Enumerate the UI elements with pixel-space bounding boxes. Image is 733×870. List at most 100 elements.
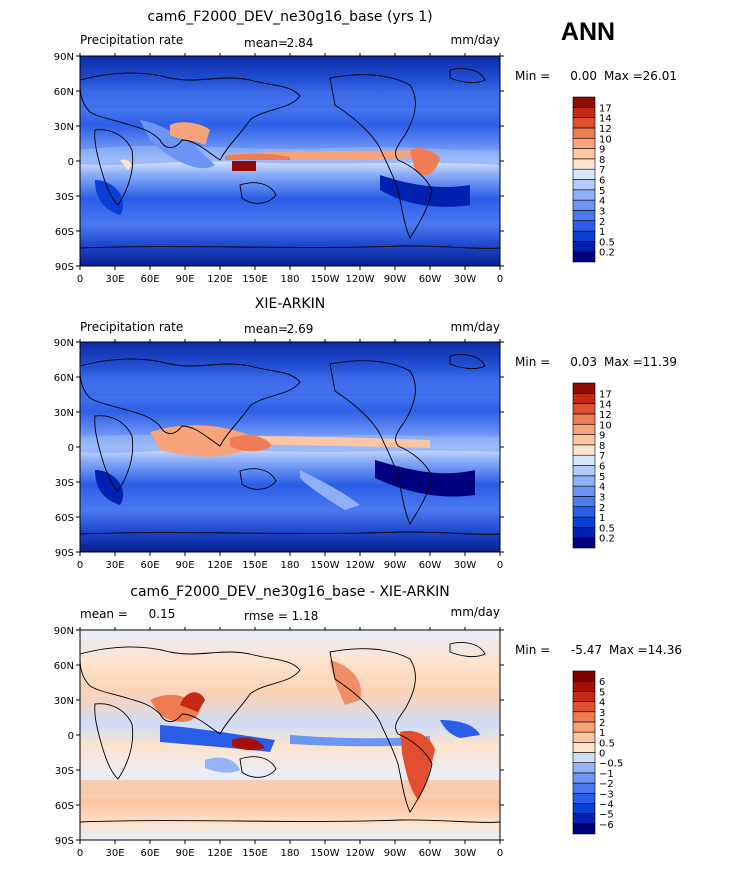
units-label: mm/day	[451, 320, 501, 334]
max-label: Max =	[609, 643, 648, 657]
y-ticks: 90N 60N 30N 0 30S 60S 90S	[54, 338, 504, 559]
x-tick-label: 150W	[311, 848, 340, 859]
colorbar-label: 4	[599, 698, 605, 709]
colorbar-swatch	[572, 444, 596, 456]
y-tick-label: 30N	[54, 408, 74, 419]
colorbar-label: 5	[599, 687, 605, 698]
colorbar-swatch	[572, 251, 596, 263]
colorbar-swatch	[572, 413, 596, 425]
colorbar-label: 0.2	[599, 248, 615, 259]
panel-title: XIE-ARKIN	[255, 296, 325, 312]
colorbar-swatch	[572, 485, 596, 497]
max-value: 14.36	[648, 643, 682, 657]
x-tick-label: 180	[280, 560, 299, 571]
colorbar-swatch	[572, 516, 596, 528]
x-tick-label: 90E	[175, 848, 194, 859]
y-tick-label: 90S	[55, 836, 74, 847]
colorbar-swatch	[572, 752, 596, 763]
colorbar-label: 0.2	[599, 534, 615, 545]
colorbar-label: −5	[599, 810, 614, 821]
x-tick-label: 120E	[207, 274, 232, 285]
y-tick-label: 90S	[55, 548, 74, 559]
colorbar-label: 2	[599, 217, 605, 228]
colorbar-label: 3	[599, 206, 605, 217]
colorbar-swatch	[572, 823, 596, 835]
colorbar-swatch	[572, 199, 596, 211]
x-tick-label: 60W	[419, 848, 442, 859]
colorbar-swatch	[572, 220, 596, 232]
colorbar-label: 4	[599, 196, 605, 207]
colorbar-swatch	[572, 721, 596, 733]
variable-label: Precipitation rate	[80, 320, 183, 334]
y-tick-label: 30N	[54, 122, 74, 133]
colorbar-swatch	[572, 803, 596, 814]
x-tick-label: 0	[77, 848, 83, 859]
colorbar-swatch	[572, 691, 596, 702]
colorbar-swatch	[572, 731, 596, 743]
x-tick-label: 120E	[207, 560, 232, 571]
colorbar-swatch	[572, 465, 596, 477]
panel-title: cam6_F2000_DEV_ne30g16_base (yrs 1)	[147, 9, 432, 25]
colorbar-label: 3	[599, 708, 605, 719]
colorbar-label: 14	[599, 114, 612, 125]
min-value: 0.03	[570, 355, 597, 369]
x-tick-label: 120E	[207, 848, 232, 859]
y-tick-label: 30N	[54, 696, 74, 707]
x-tick-label: 30W	[454, 848, 477, 859]
colorbar-swatch	[572, 701, 596, 713]
colorbar-swatch	[572, 454, 596, 466]
colorbar-label: 12	[599, 410, 612, 421]
x-tick-label: 150E	[242, 274, 267, 285]
y-tick-label: 0	[68, 157, 74, 168]
colorbar-swatch	[572, 792, 596, 804]
colorbar-swatch	[572, 496, 596, 508]
x-tick-label: 120W	[346, 848, 375, 859]
y-tick-label: 0	[68, 731, 74, 742]
colorbar-label: −3	[599, 789, 614, 800]
colorbar-swatch	[572, 527, 596, 538]
y-tick-label: 90N	[54, 626, 74, 637]
y-tick-label: 90N	[54, 338, 74, 349]
colorbar-swatch	[572, 423, 596, 435]
colorbar-label: 1	[599, 227, 605, 238]
colorbar-label: 0.5	[599, 237, 615, 248]
colorbar-label: 8	[599, 441, 605, 452]
x-tick-label: 90W	[384, 848, 407, 859]
min-value: -5.47	[571, 643, 602, 657]
colorbar-swatch	[572, 96, 596, 108]
min-label: Min =	[515, 355, 550, 369]
season-label: ANN	[561, 18, 615, 46]
x-tick-label: 90E	[175, 560, 194, 571]
x-tick-label: 150W	[311, 274, 340, 285]
x-ticks: 0 30E 60E 90E 120E 150E 180 150W 120W 90W 60W 30W 0	[77, 53, 503, 285]
colorbar-swatch	[572, 537, 596, 549]
y-tick-label: 30S	[55, 478, 74, 489]
colorbar-label: 17	[599, 389, 612, 400]
colorbar-label: 5	[599, 186, 605, 197]
x-ticks: 0 30E 60E 90E 120E 150E 180 150W 120W 90W 60W 30W 0	[77, 339, 503, 571]
x-tick-label: 120W	[346, 560, 375, 571]
max-label: Max =	[604, 69, 643, 83]
colorbar-label: −2	[599, 779, 614, 790]
y-tick-label: 60N	[54, 87, 74, 98]
colorbar-swatch	[572, 772, 596, 784]
colorbar-label: −1	[599, 769, 614, 780]
x-tick-label: 0	[497, 274, 503, 285]
max-label: Max =	[604, 355, 643, 369]
x-tick-label: 0	[77, 560, 83, 571]
colorbar-label: 17	[599, 103, 612, 114]
variable-label: Precipitation rate	[80, 33, 183, 47]
colorbar-label: 9	[599, 145, 605, 156]
coastlines	[80, 354, 500, 535]
rmse-value: 1.18	[292, 609, 319, 623]
mean-label: mean =	[80, 607, 128, 621]
x-ticks: 0 30E 60E 90E 120E 150E 180 150W 120W 90W 60W 30W 0	[77, 627, 503, 859]
x-tick-label: 60W	[419, 274, 442, 285]
y-tick-label: 90S	[55, 262, 74, 273]
difference-field	[80, 630, 500, 840]
y-tick-label: 0	[68, 443, 74, 454]
mean-value: 0.15	[149, 607, 176, 621]
x-tick-label: 150E	[242, 848, 267, 859]
